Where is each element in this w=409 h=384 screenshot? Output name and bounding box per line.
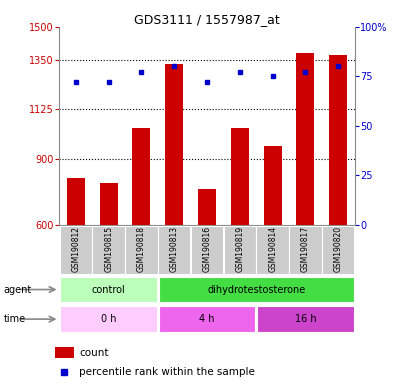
Title: GDS3111 / 1557987_at: GDS3111 / 1557987_at (134, 13, 279, 26)
Bar (92, 226, 125, 274)
Text: GSM190812: GSM190812 (71, 226, 80, 272)
Bar (67, 179, 85, 356)
Bar (59, 226, 92, 274)
Bar (321, 226, 354, 274)
Bar (125, 226, 157, 274)
Bar (256, 226, 288, 274)
Text: GSM190816: GSM190816 (202, 226, 211, 272)
Bar (256, 306, 353, 332)
Bar (190, 226, 223, 274)
Bar (99, 183, 117, 356)
Text: GSM190820: GSM190820 (333, 226, 342, 272)
Bar (157, 226, 190, 274)
Bar (198, 189, 216, 356)
Text: GSM190813: GSM190813 (169, 226, 178, 272)
Text: GSM190818: GSM190818 (137, 226, 146, 272)
Text: GSM190817: GSM190817 (300, 226, 309, 272)
Bar (60, 277, 157, 302)
Text: dihydrotestosterone: dihydrotestosterone (207, 285, 305, 295)
Text: control: control (92, 285, 125, 295)
Text: percentile rank within the sample: percentile rank within the sample (79, 367, 254, 377)
Bar (230, 128, 248, 356)
Bar (328, 55, 346, 356)
Text: GSM190814: GSM190814 (267, 226, 276, 272)
Bar (288, 226, 321, 274)
Bar (223, 226, 256, 274)
Bar (158, 306, 255, 332)
Text: GSM190819: GSM190819 (235, 226, 244, 272)
Bar (296, 53, 314, 356)
Bar (165, 64, 183, 356)
Bar (158, 277, 353, 302)
Text: count: count (79, 348, 108, 358)
Bar (55, 347, 74, 358)
Text: GSM190815: GSM190815 (104, 226, 113, 272)
Bar (60, 306, 157, 332)
Text: 16 h: 16 h (294, 314, 315, 324)
Text: agent: agent (3, 285, 31, 295)
Bar (132, 128, 150, 356)
Bar (263, 146, 281, 356)
Text: time: time (3, 314, 25, 324)
Text: 0 h: 0 h (101, 314, 116, 324)
Text: 4 h: 4 h (199, 314, 214, 324)
